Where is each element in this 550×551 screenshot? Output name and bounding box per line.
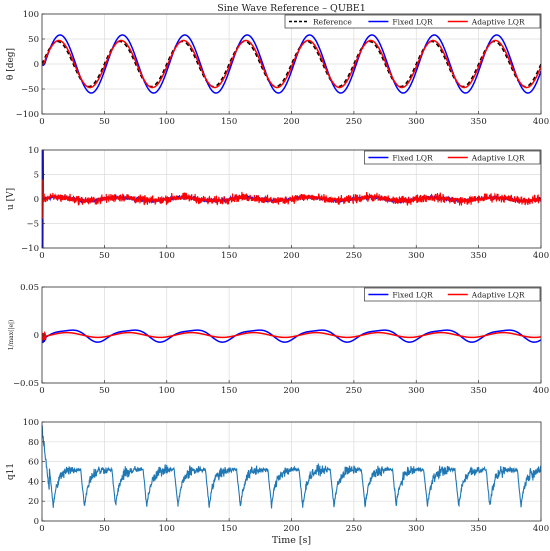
x-tick-label: 250	[346, 524, 362, 534]
x-tick-label: 50	[99, 524, 110, 534]
x-tick-label: 50	[99, 117, 110, 127]
series-line-1	[42, 424, 541, 509]
legend-label: Adaptive LQR	[471, 290, 525, 299]
y-tick-label: 80	[28, 438, 39, 448]
y-tick-label: 0	[34, 60, 39, 70]
y-tick-label: 100	[23, 10, 39, 20]
x-tick-label: 0	[39, 117, 44, 127]
series-group	[42, 424, 541, 509]
y-tick-label: 20	[28, 497, 39, 507]
legend: Fixed LQR Adaptive LQR	[364, 150, 541, 165]
y-tick-label: 5	[34, 171, 39, 181]
x-tick-label: 350	[471, 251, 487, 261]
series-line-2	[42, 179, 541, 219]
legend-label: Adaptive LQR	[471, 17, 525, 26]
x-tick-label: 300	[408, 117, 424, 127]
x-tick-label: 0	[39, 524, 44, 534]
y-tick-label: 0.05	[20, 283, 39, 293]
y-tick-label: 0	[34, 517, 39, 527]
x-tick-label: 400	[533, 386, 549, 396]
legend-label: Fixed LQR	[392, 17, 433, 26]
y-tick-label: −100	[16, 110, 39, 120]
y-tick-label: −50	[21, 85, 39, 95]
x-tick-label: 100	[159, 524, 175, 534]
y-tick-label: 10	[28, 146, 39, 156]
y-axis-label: θ [deg]	[6, 48, 16, 80]
x-tick-label: 300	[408, 524, 424, 534]
legend-label: Adaptive LQR	[471, 153, 525, 162]
chart-panel-1: 0 50 100 150 200 250 300 350 400 −100 −50 0 50 100 θ […	[6, 3, 549, 127]
x-tick-label: 150	[221, 251, 237, 261]
x-tick-label: 100	[159, 251, 175, 261]
series-line-3	[42, 39, 541, 89]
x-tick-label: 100	[159, 117, 175, 127]
legend-label: Reference	[313, 17, 352, 26]
y-tick-label: 50	[28, 35, 39, 45]
x-tick-label: 350	[471, 117, 487, 127]
y-tick-label: 0	[34, 195, 39, 205]
legend: Reference Fixed LQR Adaptive LQR	[284, 14, 541, 29]
x-tick-label: 200	[283, 524, 299, 534]
y-tick-label: 100	[23, 418, 39, 428]
x-axis-label: Time [s]	[272, 535, 311, 546]
legend-label: Fixed LQR	[392, 153, 433, 162]
x-tick-label: 200	[283, 117, 299, 127]
y-tick-label: 0	[34, 331, 39, 341]
x-tick-label: 150	[221, 117, 237, 127]
legend-box	[284, 14, 541, 29]
legend-label: Fixed LQR	[392, 290, 433, 299]
series-group	[42, 34, 541, 94]
y-tick-label: −0.05	[13, 379, 39, 389]
x-tick-label: 200	[283, 251, 299, 261]
legend: Fixed LQR Adaptive LQR	[364, 287, 541, 302]
x-tick-label: 300	[408, 251, 424, 261]
series-line-1	[42, 329, 541, 344]
y-tick-label: 60	[28, 458, 39, 468]
x-tick-label: 100	[159, 386, 175, 396]
x-tick-label: 50	[99, 386, 110, 396]
chart-panel-2: 0 50 100 150 200 250 300 350 400 −10 −5 0 5 10 u [V] Fi…	[6, 146, 549, 261]
x-tick-label: 250	[346, 251, 362, 261]
chart-title: Sine Wave Reference – QUBE1	[217, 3, 366, 14]
x-tick-label: 250	[346, 117, 362, 127]
x-tick-label: 150	[221, 524, 237, 534]
x-tick-label: 400	[533, 117, 549, 127]
x-tick-label: 0	[39, 386, 44, 396]
x-tick-label: 200	[283, 386, 299, 396]
series-line-2	[42, 34, 541, 94]
chart-panel-3: 0 50 100 150 200 250 300 350 400−0.0500.051/max(…	[8, 283, 549, 396]
x-tick-label: 0	[39, 251, 44, 261]
y-tick-label: 40	[28, 477, 39, 487]
y-tick-label: −10	[21, 244, 39, 254]
series-group	[42, 150, 541, 248]
x-tick-label: 150	[221, 386, 237, 396]
x-tick-label: 350	[471, 524, 487, 534]
chart-panel-4: 0 50 100 150 200 250 300 350 400 0 20 40 60 80 100 q11 T…	[6, 418, 549, 546]
series-line-2	[42, 330, 541, 341]
x-tick-label: 350	[471, 386, 487, 396]
x-tick-label: 300	[408, 386, 424, 396]
y-axis-label: 1/max(|e|)	[8, 320, 15, 351]
y-axis-label: q11	[6, 463, 16, 480]
series-group	[42, 329, 541, 344]
x-tick-label: 400	[533, 524, 549, 534]
y-axis-label: u [V]	[6, 188, 16, 210]
x-tick-label: 400	[533, 251, 549, 261]
x-tick-label: 50	[99, 251, 110, 261]
x-tick-label: 250	[346, 386, 362, 396]
y-tick-label: −5	[26, 220, 39, 230]
